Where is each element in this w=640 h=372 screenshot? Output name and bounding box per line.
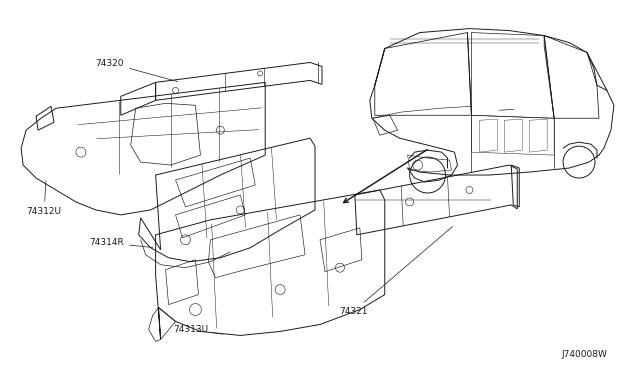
Text: J740008W: J740008W — [561, 350, 607, 359]
Text: 74320: 74320 — [95, 58, 178, 82]
Text: 74321: 74321 — [339, 227, 452, 316]
Text: 74313U: 74313U — [173, 326, 223, 334]
Text: 74312U: 74312U — [27, 181, 61, 216]
Text: 74314R: 74314R — [89, 238, 153, 247]
